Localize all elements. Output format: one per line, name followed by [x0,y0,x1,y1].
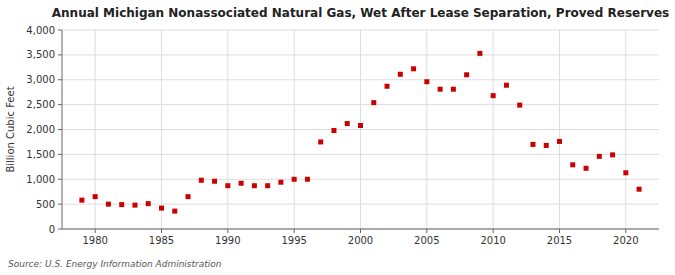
point [530,142,535,147]
point [93,194,98,199]
point [225,183,230,188]
y-axis-label: Billion Cubic Feet [5,86,16,172]
point [610,152,615,157]
y-tick-label: 500 [36,199,55,210]
point [544,143,549,148]
point [318,139,323,144]
point [146,201,151,206]
point [119,202,124,207]
point [438,87,443,92]
point [331,128,336,133]
y-tick-label: 2,000 [26,124,55,135]
x-tick [294,229,295,233]
y-tick [58,54,62,55]
grid [62,30,659,229]
title: Annual Michigan Nonassociated Natural Ga… [52,6,669,20]
x-tick-label: 2010 [480,235,505,246]
x-tick-label: 1980 [82,235,107,246]
y-tick-label: 0 [49,224,55,235]
point [199,178,204,183]
y-tick-label: 3,500 [26,49,55,60]
x-tick [95,229,96,233]
x-grid-line [559,30,560,229]
point [186,194,191,199]
point [477,51,482,56]
point [239,181,244,186]
x-tick-label: 1990 [215,235,240,246]
x-tick [559,229,560,233]
point [106,202,111,207]
x-tick-label: 1985 [149,235,174,246]
x-tick [625,229,626,233]
point [345,121,350,126]
x-grid-line [161,30,162,229]
point [557,139,562,144]
point [212,179,217,184]
x-tick [493,229,494,233]
y-axis-line [62,30,63,229]
point [132,203,137,208]
point [584,166,589,171]
y-tick-label: 2,500 [26,99,55,110]
point [424,79,429,84]
x-tick-label: 2000 [348,235,373,246]
x-tick [426,229,427,233]
point [172,209,177,214]
point [159,206,164,211]
point [464,72,469,77]
point [597,154,602,159]
points [79,51,641,214]
y-tick [58,179,62,180]
y-tick [58,229,62,230]
y-tick [58,104,62,105]
x-grid-line [493,30,494,229]
x-tick-label: 2015 [547,235,572,246]
x-tick-label: 2020 [613,235,638,246]
point [358,123,363,128]
x-grid-line [426,30,427,229]
point [451,87,456,92]
point [371,100,376,105]
y-tick [58,204,62,205]
point [385,84,390,89]
point [398,72,403,77]
x-tick-label: 2005 [414,235,439,246]
point [265,183,270,188]
x-tick [360,229,361,233]
y-tick [58,154,62,155]
point [517,103,522,108]
point [305,177,310,182]
x-grid-line [294,30,295,229]
point [411,66,416,71]
x-grid-line [360,30,361,229]
axes: 0 500 1,000 1,500 2,000 2,500 3,000 3,500 4,000 1… [26,25,659,247]
point [491,93,496,98]
y-tick-label: 1,000 [26,174,55,185]
y-tick-label: 3,000 [26,74,55,85]
x-tick [227,229,228,233]
y-tick [58,79,62,80]
y-tick [58,30,62,31]
x-tick [161,229,162,233]
source-note: Source: U.S. Energy Information Administ… [8,259,222,269]
point [637,187,642,192]
y-tick-label: 4,000 [26,25,55,36]
x-grid-line [227,30,228,229]
x-axis-line [62,229,659,230]
x-grid-line [625,30,626,229]
point [292,177,297,182]
point [79,198,84,203]
point [252,183,257,188]
y-grid-line [62,229,659,230]
y-tick [58,129,62,130]
point [278,180,283,185]
y-tick-label: 1,500 [26,149,55,160]
chart: 0 500 1,000 1,500 2,000 2,500 3,000 3,500 4,000 1… [0,0,675,275]
point [623,170,628,175]
x-tick-label: 1995 [281,235,306,246]
point [504,83,509,88]
point [570,162,575,167]
